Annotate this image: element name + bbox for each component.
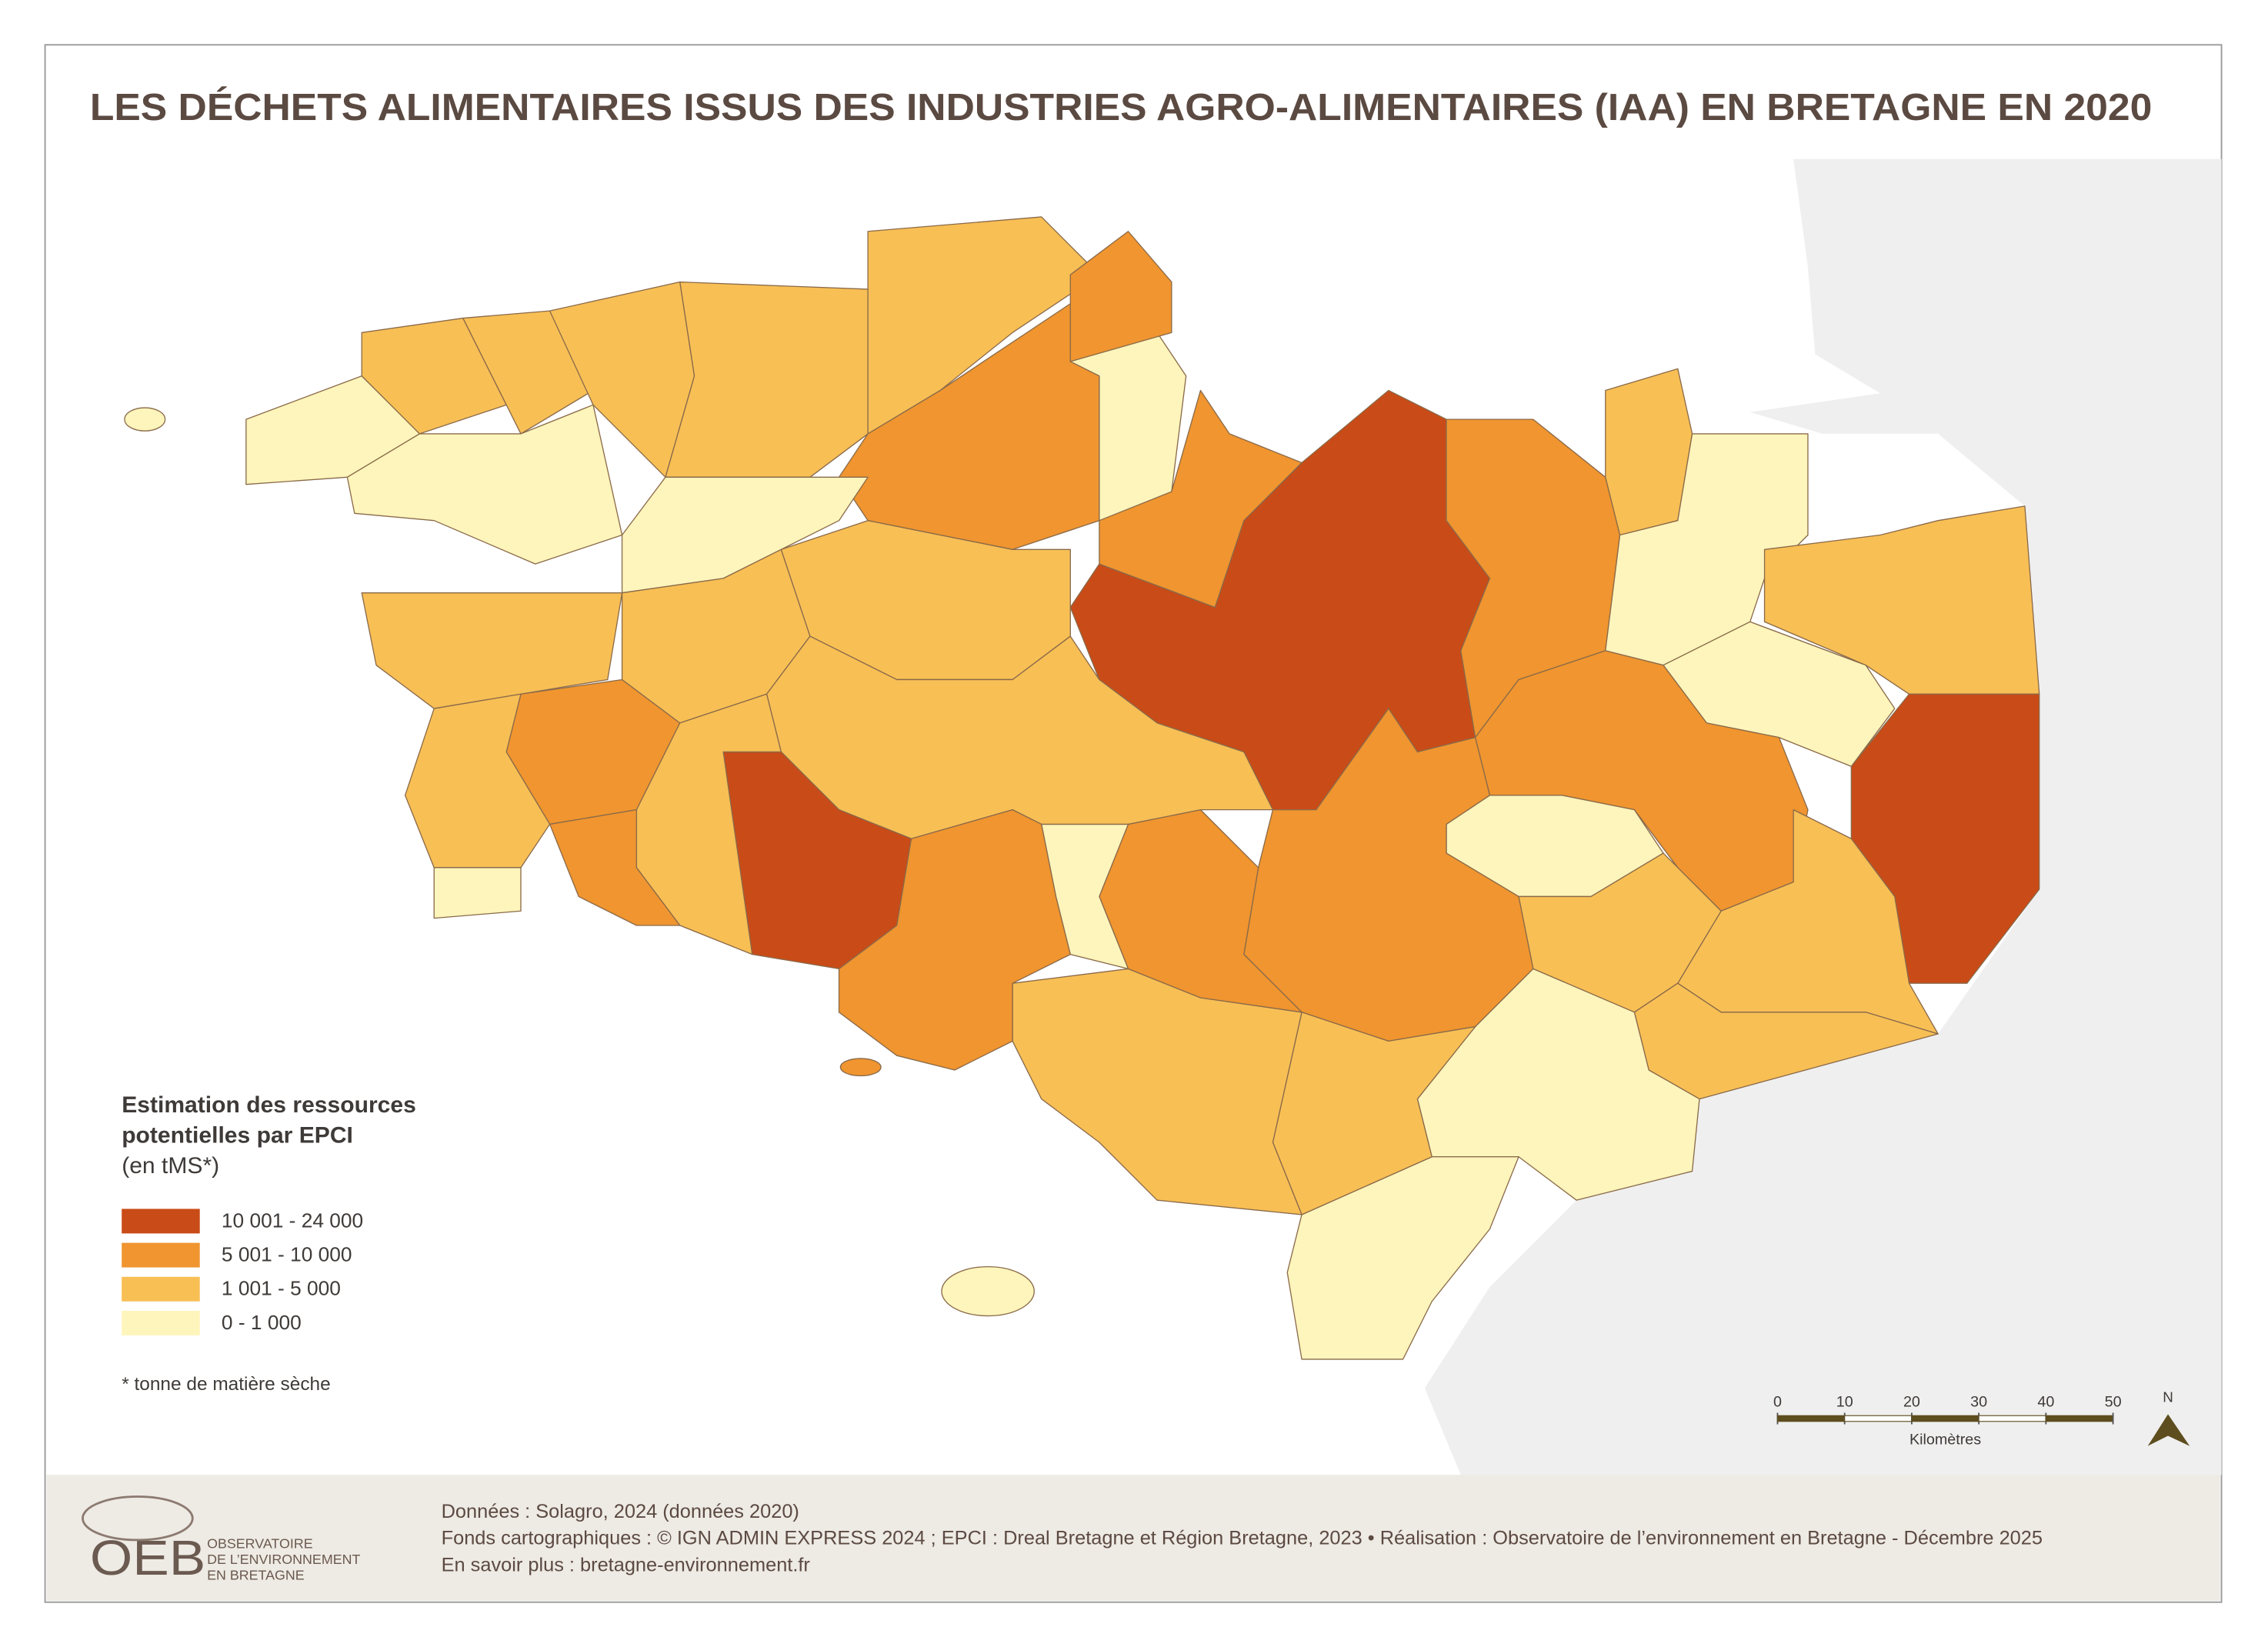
legend-title: potentielles par EPCI [122,1122,353,1148]
legend-swatch [122,1310,200,1335]
scale-label: 40 [2037,1394,2054,1411]
epci-area [404,693,551,869]
epci-area [838,808,1071,1071]
legend-label: 10 001 - 24 000 [222,1209,363,1232]
epci-area [941,1265,1035,1317]
logo-acronym: OEB [90,1530,205,1585]
epci-area [665,281,869,478]
footer-line: Données : Solagro, 2024 (données 2020) [442,1501,799,1522]
legend-label: 1 001 - 5 000 [222,1277,341,1300]
scale-label: 50 [2105,1394,2122,1411]
north-label: N [2163,1389,2173,1405]
legend-label: 5 001 - 10 000 [222,1242,352,1265]
scale-bar: 0 10 20 30 40 50 Kilomètres N [1773,1389,2173,1449]
epci-area [462,310,594,435]
logo-text: DE L’ENVIRONNEMENT [207,1552,360,1567]
epci-area [1099,389,1302,608]
epci-area [346,404,623,565]
legend-title: (en tMS*) [122,1153,219,1179]
footnote: * tonne de matière sèche [122,1374,331,1395]
epci-area [361,317,507,435]
scale-segment [2045,1415,2114,1422]
scale-label: 0 [1773,1394,1782,1411]
legend-swatch [122,1209,200,1234]
legend: Estimation des ressources potentielles pa… [122,1092,416,1395]
epci-layer [124,216,2040,1360]
epci-area [124,407,166,432]
footer-line: En savoir plus : bretagne-environnement.… [442,1554,811,1575]
legend-title: Estimation des ressources [122,1092,416,1118]
legend-label: 0 - 1 000 [222,1311,302,1334]
epci-area [1069,231,1172,362]
epci-area [433,867,522,919]
epci-area [839,1058,882,1077]
logo-text: OBSERVATOIRE [207,1535,313,1551]
north-arrow [2147,1414,2190,1446]
logo-swoosh [82,1495,194,1542]
epci-area [1286,1156,1519,1360]
footer-line: Fonds cartographiques : © IGN ADMIN EXPR… [442,1528,2043,1549]
footer-band [46,1475,2220,1601]
scale-segment [1776,1415,1846,1422]
epci-area [549,808,681,926]
epci-area [361,592,623,709]
scale-segment [1911,1415,1979,1422]
scale-segment [1844,1415,1913,1422]
legend-swatch [122,1242,200,1268]
scale-label: 30 [1970,1394,1987,1411]
scale-segment [1978,1415,2046,1422]
map-title: LES DÉCHETS ALIMENTAIRES ISSUS DES INDUS… [90,87,2152,128]
scale-label: 20 [1903,1394,1920,1411]
scale-unit: Kilomètres [1909,1431,1981,1448]
legend-swatch [122,1276,200,1302]
scale-label: 10 [1836,1394,1853,1411]
footer: Données : Solagro, 2024 (données 2020) Fo… [90,1501,2043,1585]
neighbouring-land [1424,158,2222,1475]
logo-text: EN BRETAGNE [207,1568,305,1583]
